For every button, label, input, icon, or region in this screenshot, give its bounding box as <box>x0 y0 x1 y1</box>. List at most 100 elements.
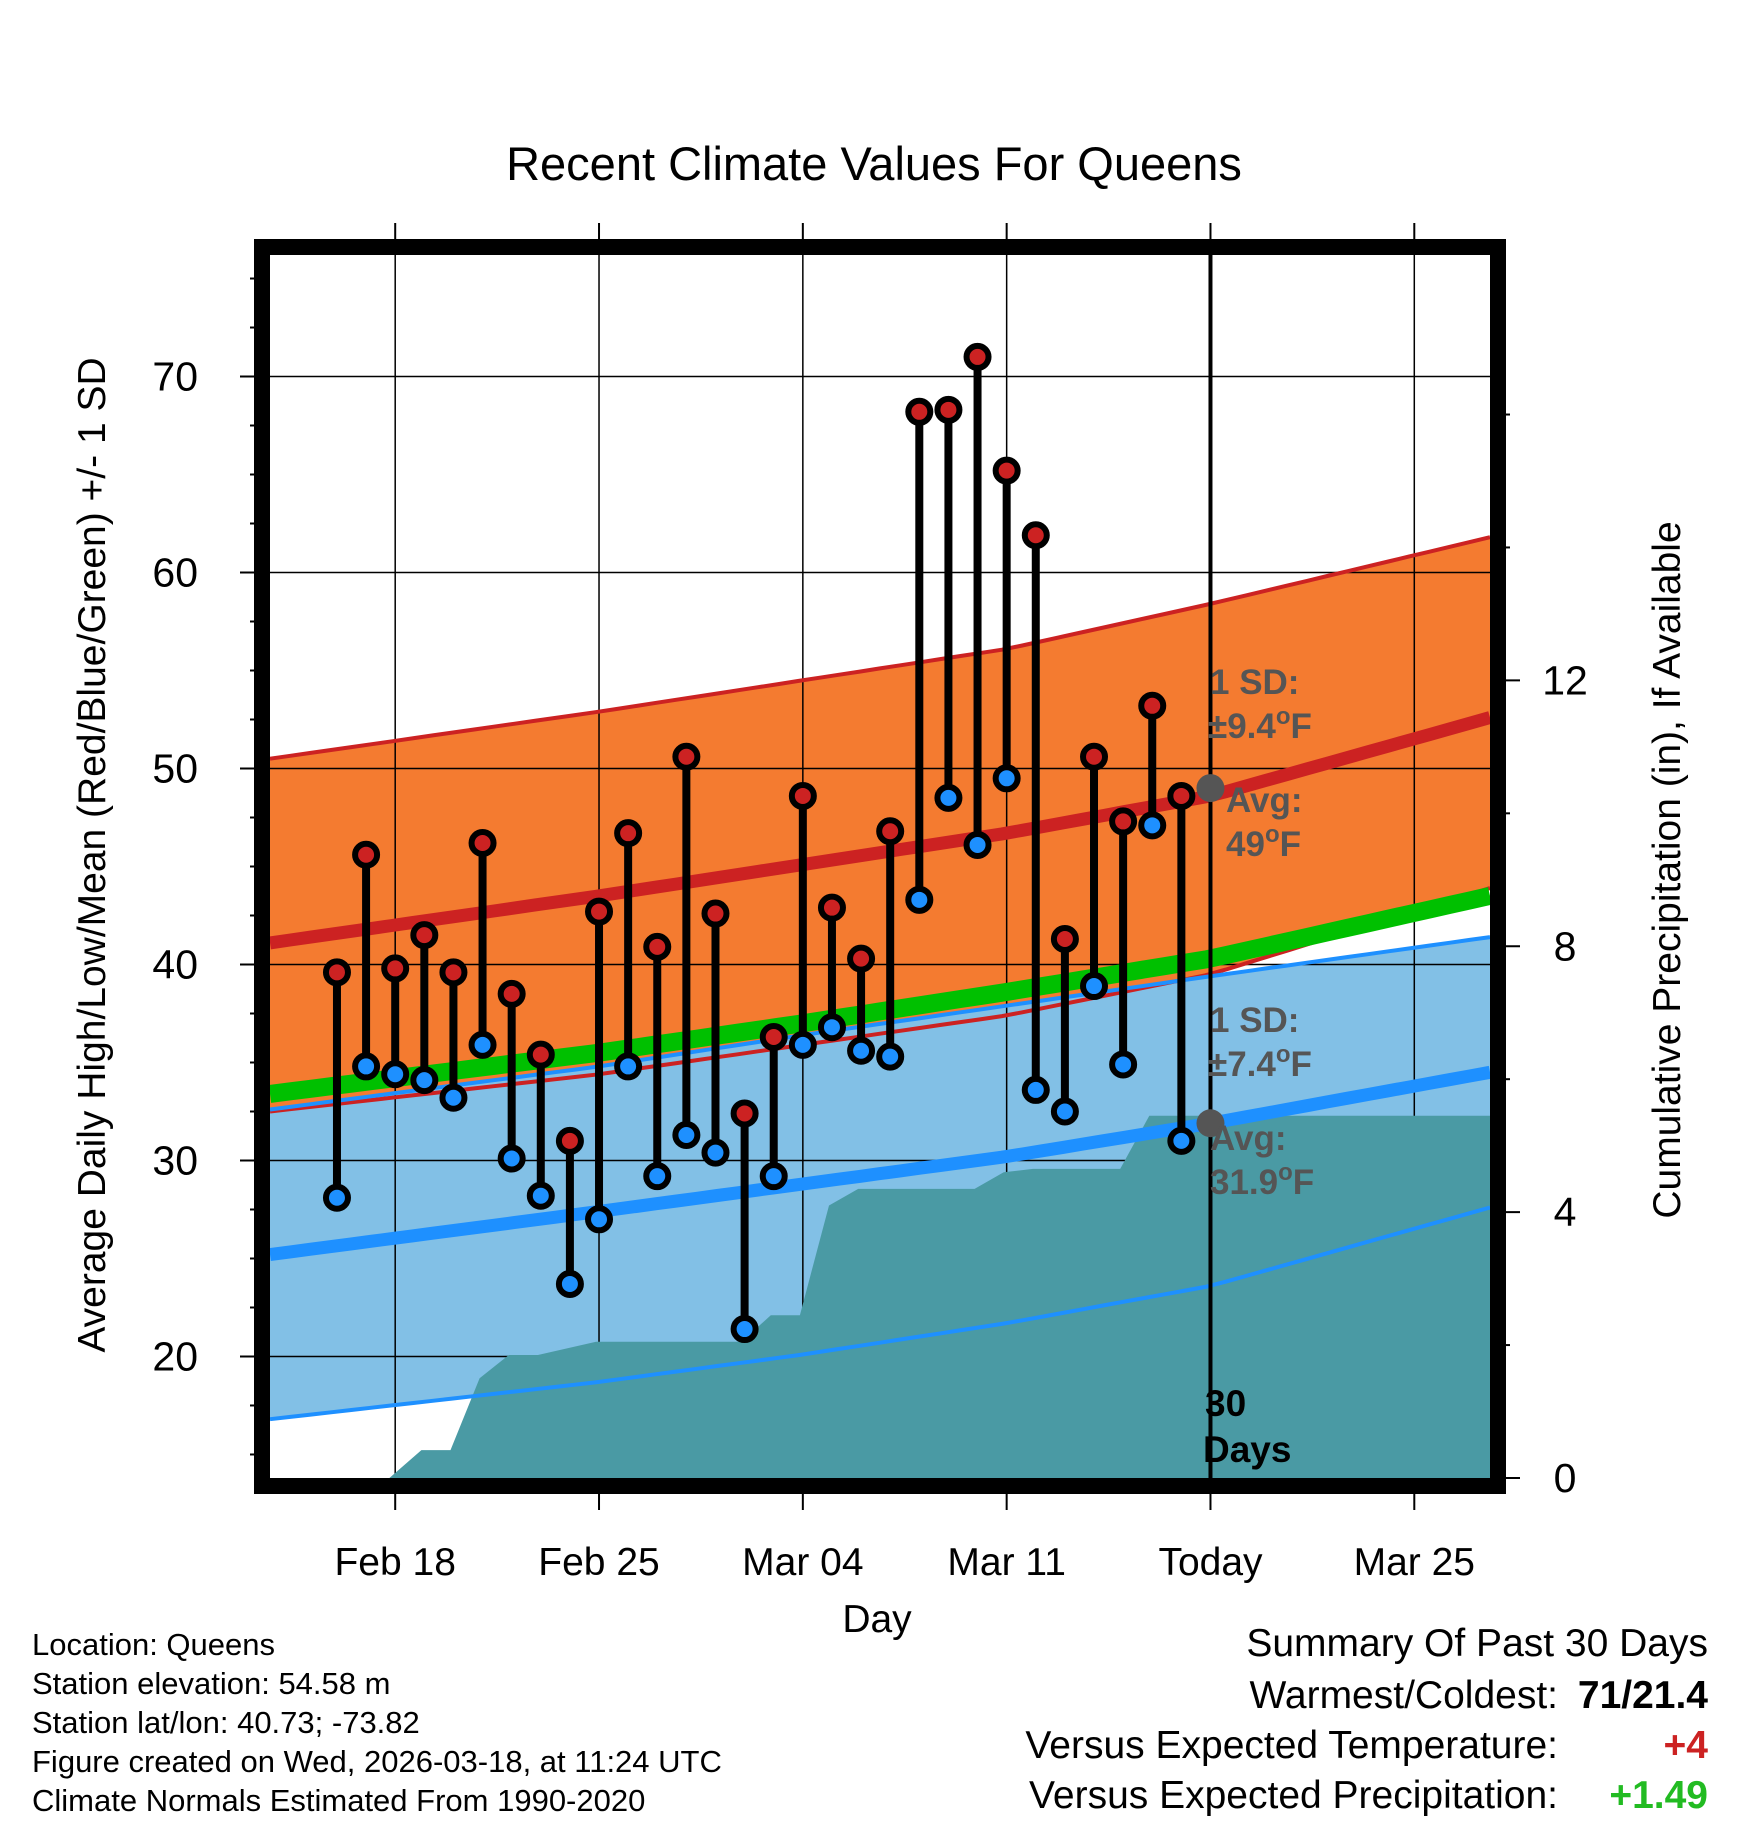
low-sd-title: 1 SD: <box>1210 1001 1299 1040</box>
obs-low-point <box>730 1315 759 1344</box>
obs-low-point <box>672 1121 701 1150</box>
axes: Feb 18 Feb 25 Mar 04 Mar 11 Today Mar 25 20 30 4… <box>152 223 1588 1584</box>
normal-low-line <box>269 1065 1492 1262</box>
obs-high-point <box>817 893 846 922</box>
today-high-avg-marker <box>1196 774 1225 803</box>
summary-warm-cold-label: Warmest/Coldest: <box>1249 1674 1558 1717</box>
obs-low-point <box>322 1183 351 1212</box>
y-axis-label-right: Cumulative Precipitation (in), If Availa… <box>1646 521 1689 1218</box>
observations <box>322 342 1196 1344</box>
info-elevation: Station elevation: 54.58 m <box>32 1666 391 1701</box>
obs-low-point <box>1080 972 1109 1001</box>
precipitation-area <box>389 1115 1490 1478</box>
precip-cumulative-area <box>389 1115 1490 1478</box>
obs-low-point <box>934 783 963 812</box>
high-avg-title: Avg: <box>1226 781 1302 820</box>
obs-low-point <box>905 885 934 914</box>
summary-precip-label: Versus Expected Precipitation: <box>1029 1774 1558 1817</box>
obs-low-point <box>1167 1126 1196 1155</box>
summary-warm-cold: Warmest/Coldest: 71/21.4 <box>1250 1674 1708 1718</box>
summary-title: Summary Of Past 30 Days <box>1246 1622 1708 1665</box>
low-sd-lower-line <box>269 1205 1491 1422</box>
y-tick-label-left: 70 <box>152 354 198 400</box>
x-tick-label: Feb 18 <box>334 1541 455 1584</box>
info-created: Figure created on Wed, 2026-03-18, at 11… <box>32 1744 722 1779</box>
obs-high-point <box>788 781 817 810</box>
obs-high-point <box>322 958 351 987</box>
high-sd-title: 1 SD: <box>1210 663 1299 702</box>
summary-temp-value: +4 <box>1663 1724 1708 1767</box>
obs-low-point <box>585 1205 614 1234</box>
obs-high-point <box>992 456 1021 485</box>
y-tick-label-left: 30 <box>152 1137 198 1183</box>
obs-low-point <box>1050 1097 1079 1126</box>
obs-low-point <box>817 1013 846 1042</box>
info-normals: Climate Normals Estimated From 1990-2020 <box>32 1783 646 1818</box>
station-info: Location: Queens Station elevation: 54.5… <box>32 1625 722 1820</box>
obs-high-point <box>701 899 730 928</box>
obs-low-point <box>381 1060 410 1089</box>
obs-high-point <box>934 395 963 424</box>
y-tick-label-right: 12 <box>1542 657 1588 703</box>
info-latlon: Station lat/lon: 40.73; -73.82 <box>32 1705 420 1740</box>
obs-low-point <box>555 1269 584 1298</box>
obs-high-point <box>1167 781 1196 810</box>
obs-low-point <box>759 1162 788 1191</box>
low-avg-value: 31.9oF <box>1210 1159 1314 1202</box>
obs-high-point <box>352 840 381 869</box>
obs-high-point <box>1080 742 1109 771</box>
obs-high-point <box>759 1023 788 1052</box>
y-tick-label-left: 20 <box>152 1333 198 1379</box>
obs-high-point <box>1050 925 1079 954</box>
obs-high-point <box>439 958 468 987</box>
obs-low-point <box>410 1066 439 1095</box>
obs-high-point <box>381 954 410 983</box>
obs-low-point <box>526 1181 555 1210</box>
high-sd-lower-line <box>269 886 1491 1114</box>
obs-high-point <box>410 921 439 950</box>
x-tick-label: Today <box>1158 1541 1263 1584</box>
y-axis-label-left: Average Daily High/Low/Mean (Red/Blue/Gr… <box>71 357 114 1352</box>
obs-low-point <box>614 1052 643 1081</box>
obs-high-point <box>614 819 643 848</box>
summary-temp-label: Versus Expected Temperature: <box>1025 1724 1558 1767</box>
obs-high-point <box>526 1040 555 1069</box>
precip-window-unit: Days <box>1203 1429 1291 1470</box>
obs-low-point <box>352 1052 381 1081</box>
obs-high-point <box>847 944 876 973</box>
y-tick-label-right: 8 <box>1554 923 1577 969</box>
precip-window-label: 30 Days <box>1203 1383 1291 1470</box>
x-tick-label: Feb 25 <box>538 1541 659 1584</box>
summary-precip-value: +1.49 <box>1609 1774 1708 1817</box>
obs-low-point <box>992 764 1021 793</box>
obs-low-point <box>876 1042 905 1071</box>
x-tick-label: Mar 25 <box>1354 1541 1475 1584</box>
obs-low-point <box>847 1036 876 1065</box>
obs-low-point <box>468 1030 497 1059</box>
obs-high-point <box>643 932 672 961</box>
y-tick-label-right: 0 <box>1554 1455 1577 1501</box>
obs-low-point <box>1021 1075 1050 1104</box>
obs-low-point <box>701 1138 730 1167</box>
high-sd-value: ±9.4oF <box>1208 703 1312 746</box>
obs-high-point <box>730 1099 759 1128</box>
high-avg-value: 49oF <box>1226 821 1301 864</box>
info-location: Location: Queens <box>32 1627 276 1662</box>
obs-high-point <box>555 1126 584 1155</box>
summary-warm-cold-value: 71/21.4 <box>1577 1674 1708 1717</box>
obs-low-point <box>1138 811 1167 840</box>
normal-mean-line <box>268 887 1492 1103</box>
obs-high-point <box>1109 807 1138 836</box>
obs-high-point <box>876 817 905 846</box>
y-tick-label-left: 60 <box>152 550 198 596</box>
high-sd-upper-line <box>269 535 1491 761</box>
summary-precipitation: Versus Expected Precipitation: +1.49 <box>1029 1774 1708 1818</box>
low-sd-value: ±7.4oF <box>1208 1041 1312 1084</box>
x-tick-label: Mar 04 <box>742 1541 863 1584</box>
summary-temperature: Versus Expected Temperature: +4 <box>1025 1724 1708 1768</box>
obs-high-point <box>1021 521 1050 550</box>
chart-title: Recent Climate Values For Queens <box>506 137 1242 190</box>
obs-low-point <box>788 1030 817 1059</box>
normal-lines <box>268 535 1492 1422</box>
